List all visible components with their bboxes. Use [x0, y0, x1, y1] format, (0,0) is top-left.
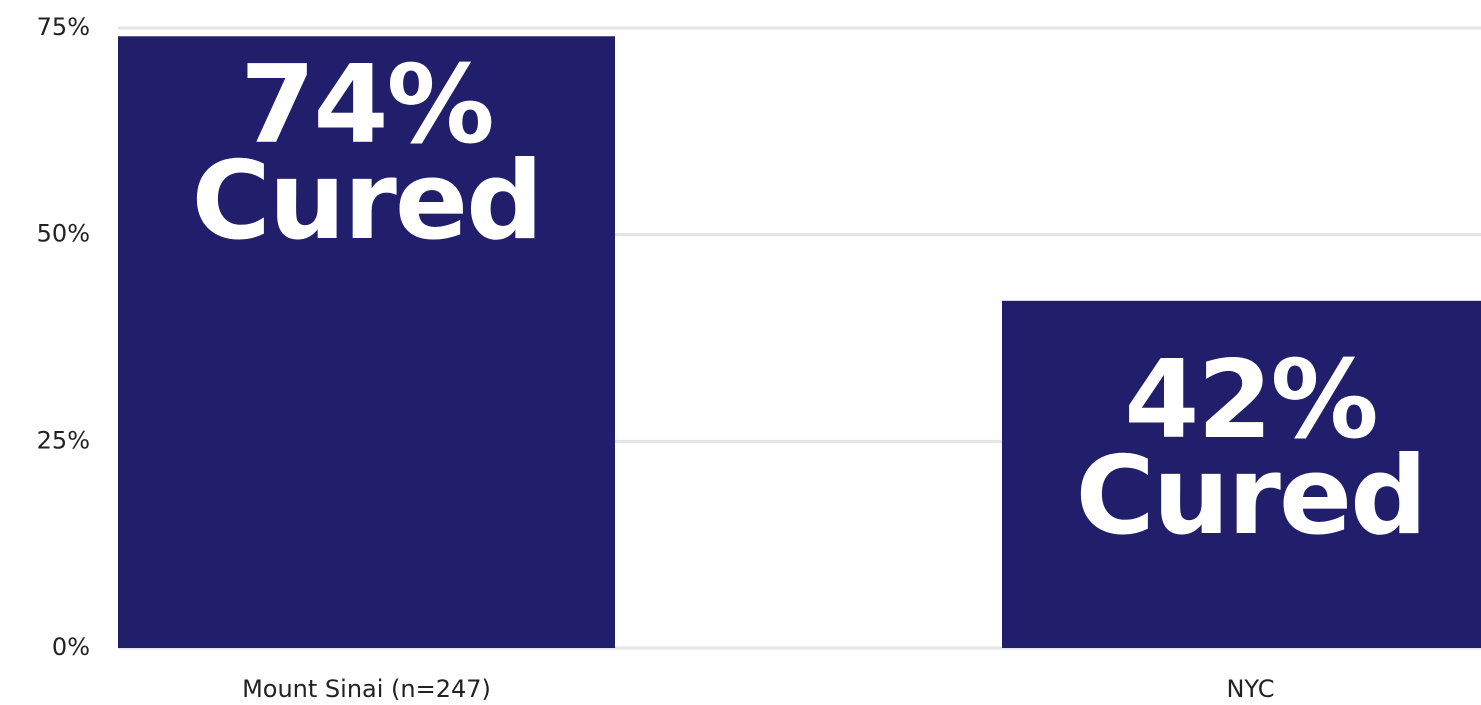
y-tick-label: 0%	[52, 633, 90, 661]
y-tick-label: 25%	[37, 426, 90, 454]
bar	[1002, 300, 1481, 648]
value-label: 74% Cured	[191, 43, 544, 265]
x-tick-label: Mount Sinai (n=247)	[242, 675, 491, 703]
x-tick-label: NYC	[1226, 675, 1274, 703]
value-label: 42% Cured	[1075, 337, 1428, 559]
y-tick-label: 50%	[37, 220, 90, 248]
y-tick-label: 75%	[37, 13, 90, 41]
bar	[118, 36, 615, 649]
